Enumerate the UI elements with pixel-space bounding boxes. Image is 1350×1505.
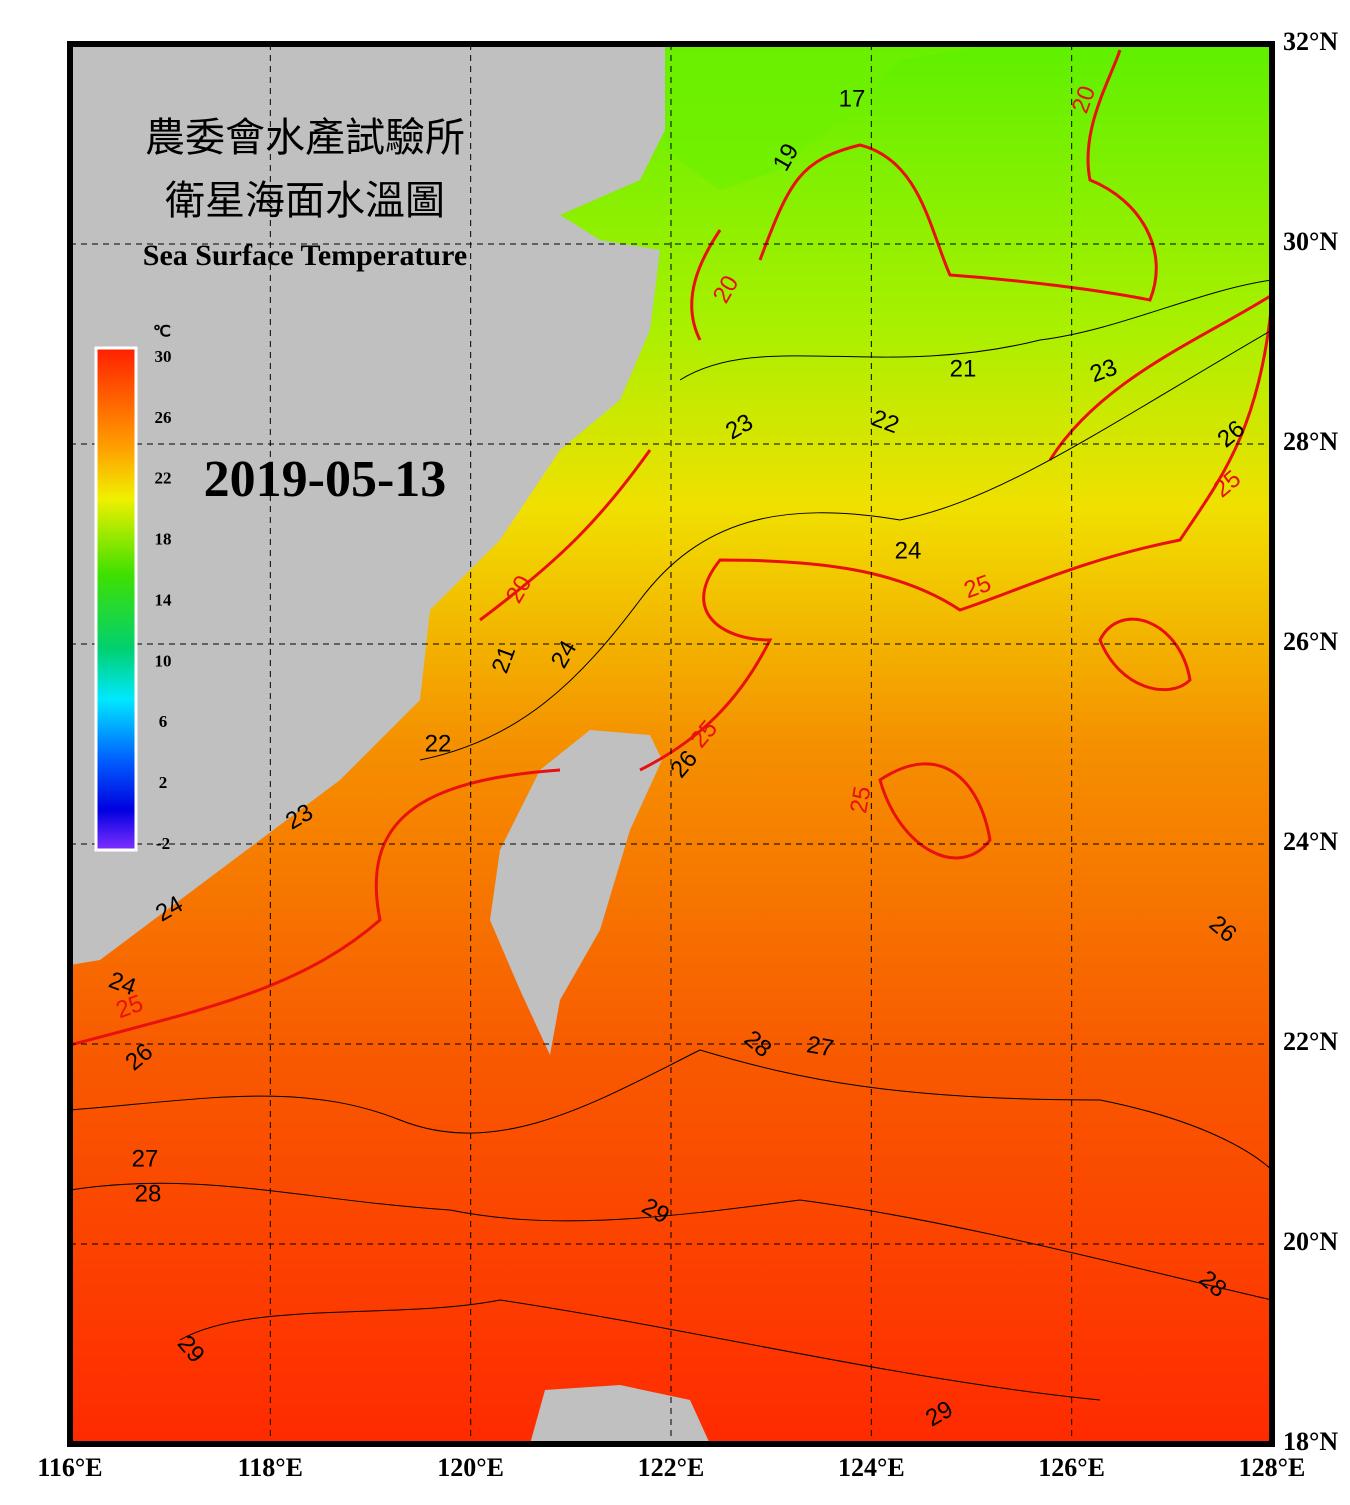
colorbar-tick-label: 26 bbox=[155, 408, 172, 427]
contour-line bbox=[70, 1049, 1272, 1171]
colorbar-tick-label: 6 bbox=[159, 712, 168, 731]
lat-label: 24°N bbox=[1283, 827, 1338, 856]
land-luzon bbox=[530, 1385, 710, 1444]
lat-label: 26°N bbox=[1283, 627, 1338, 656]
lon-label: 120°E bbox=[437, 1453, 504, 1482]
colorbar-tick-label: 22 bbox=[155, 469, 172, 488]
contour-25 bbox=[639, 299, 1272, 772]
axis-labels: 116°E 118°E 120°E 122°E 124°E 126°E 128°E18°N 2… bbox=[37, 27, 1338, 1482]
colorbar-tick-label: 30 bbox=[155, 347, 172, 366]
colorbar-ticks: 30 26 22 18 14 10 6 2 -2 bbox=[155, 347, 173, 853]
map-frame bbox=[67, 41, 1275, 1447]
date: 2019-05-13 bbox=[204, 451, 447, 508]
contour-line bbox=[179, 1299, 1101, 1401]
lat-label: 22°N bbox=[1283, 1027, 1338, 1056]
contour-line bbox=[419, 329, 1272, 761]
colorbar bbox=[94, 346, 138, 852]
contour-20 bbox=[690, 229, 722, 341]
lon-label: 126°E bbox=[1038, 1453, 1105, 1482]
land-mainland bbox=[70, 44, 665, 965]
contours-black bbox=[70, 279, 1272, 1401]
contour-25 bbox=[70, 768, 561, 1047]
colorbar-tick-label: 10 bbox=[155, 651, 172, 670]
contour-label: 28 bbox=[135, 1180, 162, 1207]
contour-25 bbox=[878, 762, 992, 860]
lat-label: 30°N bbox=[1283, 227, 1338, 256]
title-zh-1: 農委會水產試驗所 bbox=[145, 115, 465, 160]
cool-water bbox=[665, 44, 1000, 190]
colorbar-tick-label: 2 bbox=[159, 773, 168, 792]
colorbar-tick-label: -2 bbox=[156, 834, 170, 853]
contour-label: 22 bbox=[425, 730, 452, 757]
contour-label: 27 bbox=[805, 1031, 836, 1062]
map-area: 1719202020212122222323232424242425252525… bbox=[70, 44, 1272, 1444]
contour-label: 21 bbox=[950, 355, 977, 382]
lon-label: 124°E bbox=[838, 1453, 905, 1482]
land-taiwan bbox=[490, 730, 662, 1055]
graticule bbox=[70, 44, 1272, 1444]
lat-label: 28°N bbox=[1283, 427, 1338, 456]
lon-label: 122°E bbox=[638, 1453, 705, 1482]
contour-line bbox=[70, 1182, 1272, 1301]
contour-label: 17 bbox=[839, 85, 866, 112]
lat-label: 32°N bbox=[1283, 27, 1338, 56]
title-en: Sea Surface Temperature bbox=[143, 239, 467, 272]
contour-20 bbox=[479, 449, 652, 622]
lon-label: 116°E bbox=[37, 1453, 102, 1482]
lat-label: 18°N bbox=[1283, 1427, 1338, 1456]
lat-label: 20°N bbox=[1283, 1227, 1338, 1256]
contour-label: 27 bbox=[132, 1145, 159, 1172]
contour-25 bbox=[1098, 617, 1192, 692]
colorbar-tick-label: 18 bbox=[155, 530, 172, 549]
title-zh-2: 衛星海面水溫圖 bbox=[165, 178, 445, 223]
contour-label: 25 bbox=[845, 784, 876, 815]
colorbar-unit: ℃ bbox=[153, 324, 171, 341]
colorbar-tick-label: 14 bbox=[155, 590, 173, 609]
contour-line bbox=[679, 279, 1272, 381]
contour-20 bbox=[758, 49, 1158, 302]
lon-label: 128°E bbox=[1239, 1453, 1306, 1482]
lon-label: 118°E bbox=[238, 1453, 303, 1482]
contour-label: 24 bbox=[895, 537, 922, 564]
